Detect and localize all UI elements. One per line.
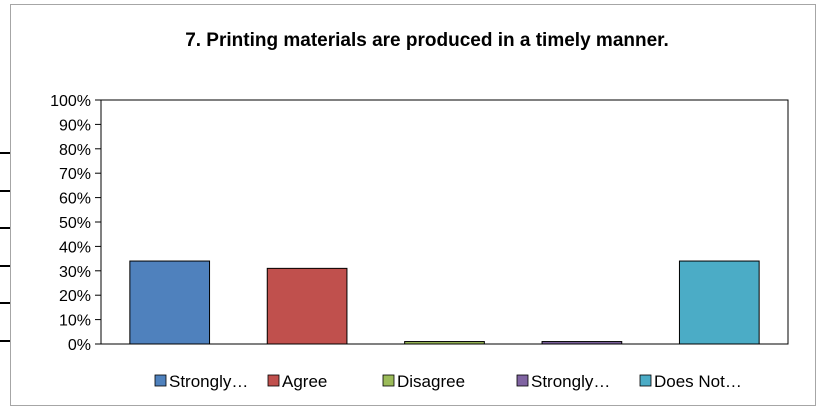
legend: Strongly… Agree Disagree Strongly… Does Not… [154,372,742,391]
y-tick-label: 100% [50,93,91,110]
y-tick-label: 30% [59,264,91,281]
y-tick-label: 20% [59,288,91,305]
left-edge-mark [0,190,10,192]
legend-label: Strongly… [531,372,610,391]
chart-title: 7. Printing materials are produced in a … [185,30,669,51]
y-tick-label: 0% [68,337,91,354]
legend-swatch [382,374,395,387]
bar [404,341,485,345]
y-tick-label: 40% [59,239,91,256]
left-edge-mark [0,340,10,342]
left-edge-mark [0,227,10,229]
bar [678,260,760,345]
left-edge-mark [0,152,10,154]
bar [541,341,623,345]
legend-swatch [154,374,167,387]
legend-label: Does Not… [654,372,742,391]
y-axis: 0% 10% 20% 30% 40% 50% 60% 70% 80% 90% 100% [50,93,101,354]
left-edge-mark [0,265,10,267]
legend-swatch [516,374,529,387]
left-edge-mark [0,302,10,304]
y-tick-label: 90% [59,117,91,134]
y-tick-label: 60% [59,191,91,208]
y-tick-label: 80% [59,142,91,159]
y-tick-label: 70% [59,166,91,183]
y-tick-label: 50% [59,215,91,232]
bar [266,267,348,345]
bars [129,260,760,345]
legend-label: Strongly… [169,372,248,391]
left-edge [0,0,10,410]
legend-label: Disagree [397,372,465,391]
legend-swatch [267,374,280,387]
y-tick-label: 10% [59,313,91,330]
bar [129,260,211,345]
legend-label: Agree [282,372,327,391]
legend-swatch [639,374,652,387]
